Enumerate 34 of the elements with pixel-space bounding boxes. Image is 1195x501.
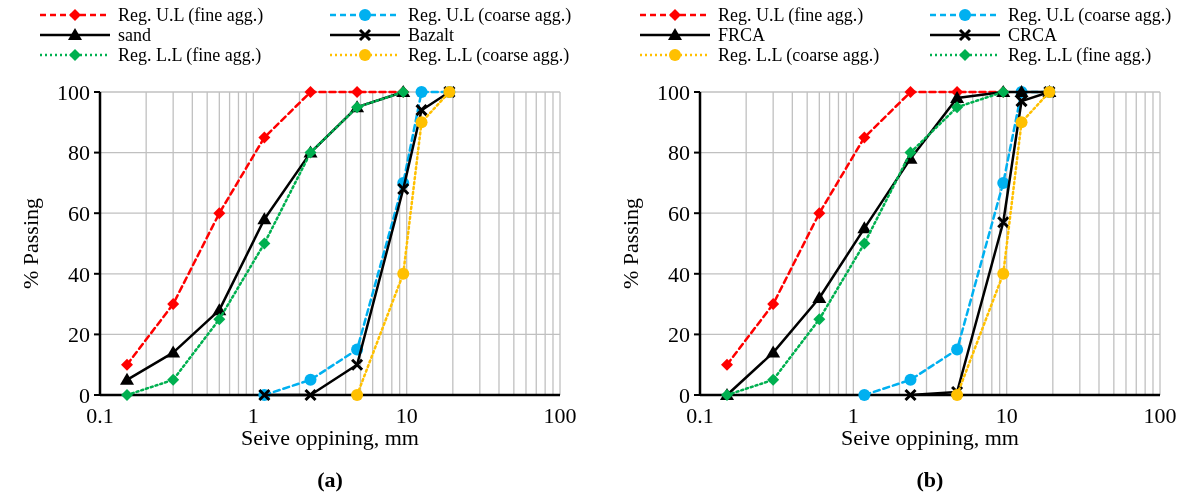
legend-label: Reg. U.L (fine agg.) (718, 5, 864, 27)
legend-label: Bazalt (408, 25, 454, 46)
legend-label: Reg. L.L (fine agg.) (118, 45, 262, 67)
y-tick-label: 80 (68, 140, 90, 166)
x-tick-label: 100 (543, 403, 577, 428)
y-tick-label: 60 (668, 200, 690, 226)
text: (a) (317, 467, 343, 492)
x-axis-title: Seive oppining, mm (841, 425, 1019, 450)
x-tick-label: 10 (995, 403, 1018, 428)
y-axis-title: % Passing (618, 197, 643, 290)
legend-label: FRCA (718, 25, 766, 46)
legend-label: Reg. U.L (coarse agg.) (408, 5, 572, 27)
legend-label: Reg. U.L (fine agg.) (118, 5, 264, 27)
legend-label: Reg. U.L (coarse agg.) (1008, 5, 1172, 27)
legend-label: sand (118, 25, 151, 46)
legend-label: Reg. L.L (fine agg.) (1008, 45, 1152, 67)
y-tick-label: 80 (668, 140, 690, 166)
text: (b) (916, 467, 944, 492)
legend-label: Reg. L.L (coarse agg.) (408, 45, 570, 67)
y-tick-label: 20 (668, 322, 690, 348)
y-tick-label: 100 (657, 79, 690, 105)
y-tick-label: 60 (68, 200, 90, 226)
y-axis-title: % Passing (18, 197, 43, 290)
y-tick-label: 100 (57, 79, 90, 105)
y-tick-label: 40 (68, 261, 90, 287)
y-tick-label: 20 (68, 322, 90, 348)
x-tick-label: 1 (847, 403, 859, 428)
legend-label: Reg. L.L (coarse agg.) (718, 45, 880, 67)
legend-label: CRCA (1008, 25, 1058, 46)
x-axis-title: Seive oppining, mm (241, 425, 419, 450)
x-tick-label: 1 (247, 403, 259, 428)
y-tick-label: 40 (668, 261, 690, 287)
x-tick-label: 100 (1143, 403, 1177, 428)
x-tick-label: 10 (395, 403, 418, 428)
